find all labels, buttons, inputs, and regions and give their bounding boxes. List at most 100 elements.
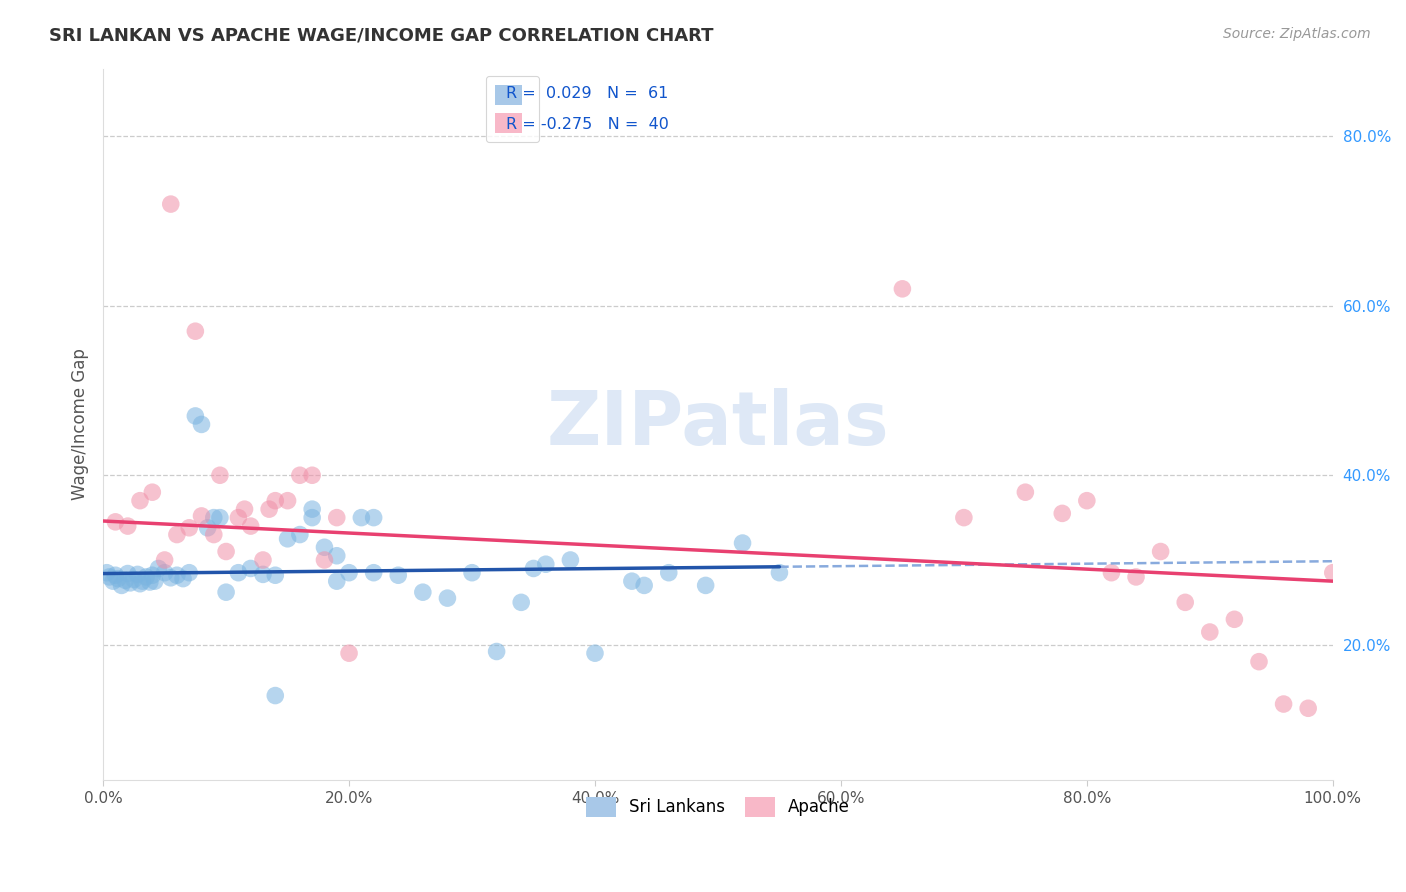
Point [122,573,145,587]
Point [190,508,212,523]
Point [120,575,142,590]
Point [363,510,385,524]
Point [695,578,717,592]
Point [337,646,360,660]
Point [485,644,508,658]
Point [953,510,976,524]
Point [202,510,225,524]
Point [127,567,149,582]
Point [197,521,219,535]
Point [184,409,207,423]
Point [239,519,262,533]
Point [129,576,152,591]
Point [114,574,136,588]
Point [117,566,139,581]
Point [731,536,754,550]
Point [1125,570,1147,584]
Point [141,485,163,500]
Text: SRI LANKAN VS APACHE WAGE/INCOME GAP CORRELATION CHART: SRI LANKAN VS APACHE WAGE/INCOME GAP COR… [49,27,714,45]
Point [257,502,280,516]
Point [768,566,790,580]
Point [159,571,181,585]
Point [104,568,127,582]
Point [620,574,643,589]
Point [107,572,129,586]
Point [461,566,484,580]
Point [264,689,287,703]
Point [98,570,121,584]
Point [228,566,250,580]
Point [215,585,238,599]
Point [301,502,323,516]
Point [104,515,127,529]
Point [510,595,533,609]
Point [153,553,176,567]
Point [141,568,163,582]
Point [233,502,256,516]
Point [96,566,118,580]
Point [412,585,434,599]
Point [202,527,225,541]
Point [135,570,157,584]
Point [215,544,238,558]
Point [314,541,336,555]
Point [1198,625,1220,640]
Point [288,527,311,541]
Point [658,566,681,580]
Point [350,510,373,524]
Point [1174,595,1197,609]
Point [277,493,299,508]
Point [110,578,132,592]
Point [1076,493,1098,508]
Point [143,574,166,589]
Point [301,468,323,483]
Point [436,591,458,606]
Text: Source: ZipAtlas.com: Source: ZipAtlas.com [1223,27,1371,41]
Point [264,568,287,582]
Point [166,527,188,541]
Point [1272,697,1295,711]
Point [1099,566,1122,580]
Point [129,493,152,508]
Text: R =  0.029   N =  61: R = 0.029 N = 61 [506,87,669,102]
Point [522,561,544,575]
Point [1322,566,1344,580]
Point [208,510,231,524]
Point [288,468,311,483]
Point [337,566,360,580]
Point [172,572,194,586]
Point [179,521,201,535]
Point [252,553,274,567]
Point [166,568,188,582]
Text: ZIPatlas: ZIPatlas [547,388,889,461]
Point [633,578,655,592]
Point [1149,544,1171,558]
Point [153,566,176,580]
Point [1052,507,1074,521]
Point [264,493,287,508]
Point [314,553,336,567]
Point [184,324,207,338]
Point [534,558,557,572]
Point [363,566,385,580]
Text: R = -0.275   N =  40: R = -0.275 N = 40 [506,117,669,132]
Point [891,282,914,296]
Point [252,567,274,582]
Legend: Sri Lankans, Apache: Sri Lankans, Apache [578,789,859,825]
Point [1014,485,1036,500]
Point [277,532,299,546]
Point [101,574,124,589]
Y-axis label: Wage/Income Gap: Wage/Income Gap [72,349,89,500]
Point [1223,612,1246,626]
Point [159,197,181,211]
Point [139,574,162,589]
Point [1296,701,1319,715]
Point [301,510,323,524]
Point [148,561,170,575]
Point [583,646,606,660]
Point [387,568,409,582]
Point [179,566,201,580]
Point [228,510,250,524]
Point [326,549,349,563]
Point [326,574,349,589]
